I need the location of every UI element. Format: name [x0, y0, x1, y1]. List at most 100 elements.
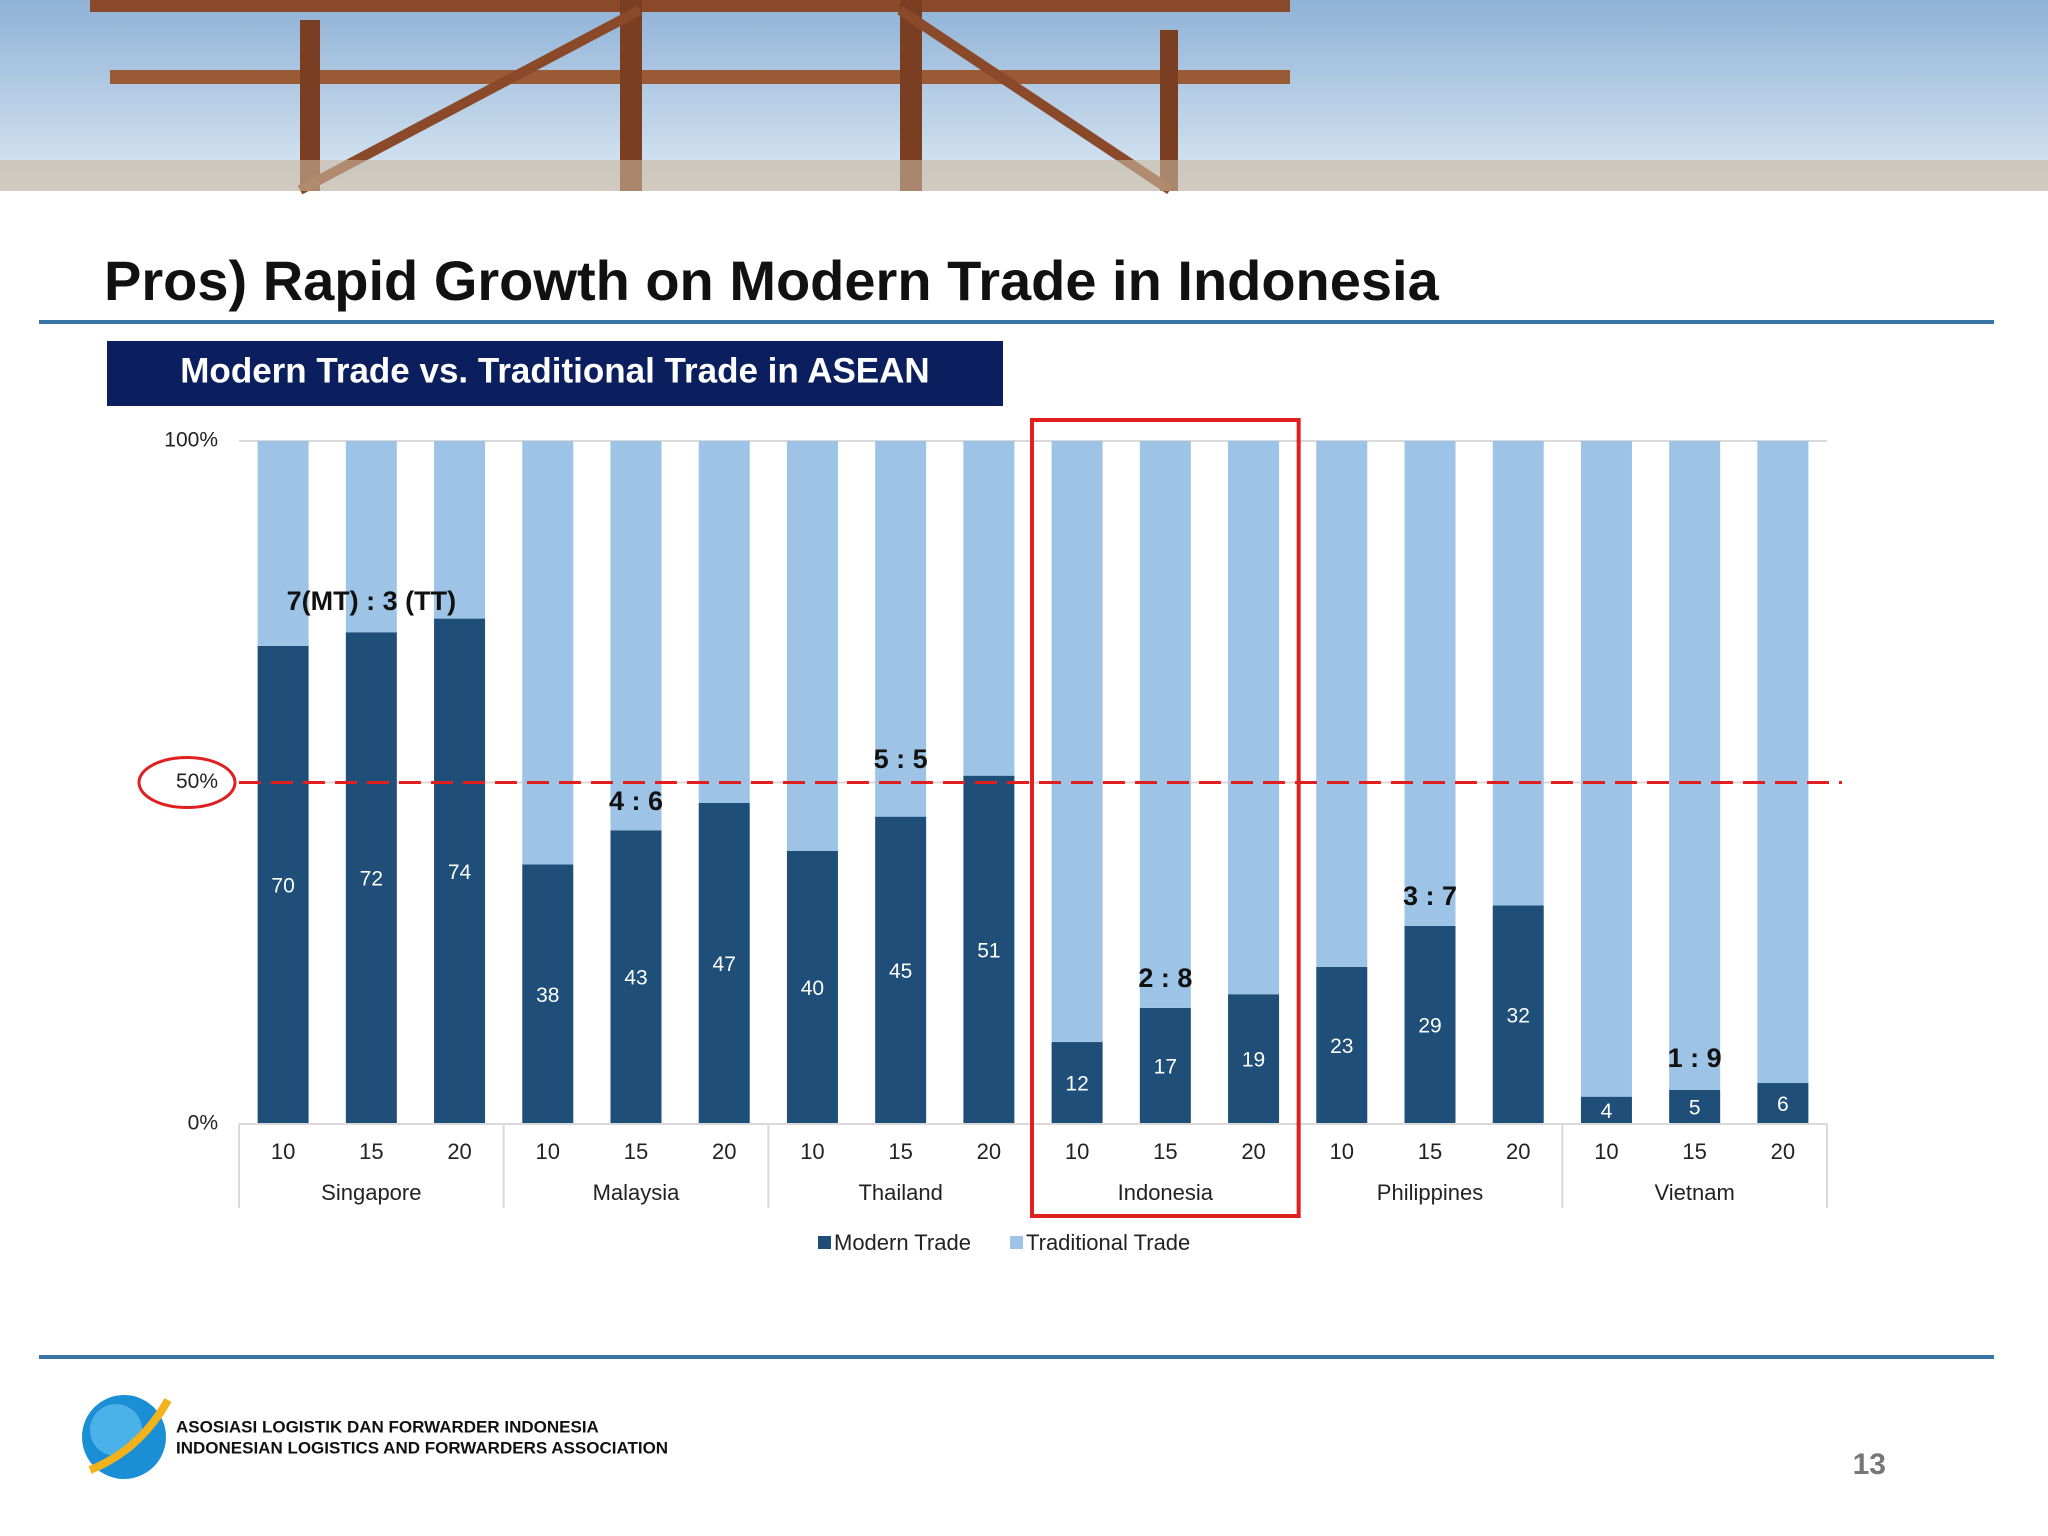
bar-segment	[1580, 441, 1632, 1097]
legend-label: Modern Trade	[834, 1230, 971, 1255]
bar-segment	[1228, 441, 1280, 995]
y-tick-label: 0%	[188, 1112, 218, 1135]
bar-segment	[1757, 441, 1809, 1084]
bar-segment	[434, 618, 486, 1124]
bar-segment	[610, 441, 662, 831]
value-label: 47	[713, 953, 736, 976]
x-tick-label: 15	[1418, 1139, 1442, 1164]
group-label: Thailand	[858, 1180, 942, 1205]
x-tick-label: 10	[536, 1139, 560, 1164]
bar-segment	[1051, 1042, 1103, 1124]
value-label: 6	[1777, 1093, 1789, 1116]
y-tick-label: 50%	[176, 770, 218, 793]
org-name-en: INDONESIAN LOGISTICS AND FORWARDERS ASSO…	[176, 1438, 668, 1457]
bar-segment	[875, 441, 927, 817]
ratio-annotation: 7(MT) : 3 (TT)	[287, 586, 456, 616]
bar-segment	[522, 441, 574, 865]
ratio-annotation: 1 : 9	[1668, 1043, 1722, 1073]
x-tick-label: 20	[712, 1139, 736, 1164]
highlight-ellipse	[137, 756, 237, 809]
group-label: Singapore	[321, 1180, 421, 1205]
ratio-annotation: 2 : 8	[1138, 963, 1192, 993]
group-label: Vietnam	[1655, 1180, 1735, 1205]
legend-swatch	[1010, 1236, 1023, 1249]
x-tick-label: 10	[1330, 1139, 1354, 1164]
bar-segment	[1492, 905, 1544, 1124]
value-label: 4	[1601, 1100, 1613, 1123]
value-label: 70	[271, 874, 294, 897]
ratio-annotation: 5 : 5	[874, 744, 928, 774]
chart-subtitle: Modern Trade vs. Traditional Trade in AS…	[180, 351, 929, 390]
value-label: 23	[1330, 1035, 1353, 1058]
x-tick-label: 15	[1153, 1139, 1177, 1164]
bar-segment	[875, 816, 927, 1124]
bar-segment	[1669, 1089, 1721, 1124]
bar-segment	[257, 645, 309, 1124]
page-number: 13	[1853, 1448, 1886, 1481]
bar-segment	[1139, 441, 1191, 1008]
group-label: Indonesia	[1118, 1180, 1214, 1205]
bar-segment	[786, 850, 838, 1124]
x-tick-label: 20	[1506, 1139, 1530, 1164]
bar-segment	[963, 775, 1015, 1124]
header-image	[0, 0, 2048, 195]
x-tick-label: 20	[977, 1139, 1001, 1164]
value-label: 12	[1065, 1073, 1088, 1096]
group-label: Philippines	[1377, 1180, 1483, 1205]
value-label: 5	[1689, 1096, 1701, 1119]
bar-segment	[1757, 1083, 1809, 1124]
bar-segment	[1316, 966, 1368, 1124]
value-label: 43	[624, 967, 647, 990]
bar-segment	[522, 864, 574, 1124]
value-label: 29	[1418, 1015, 1441, 1038]
logo	[82, 1395, 172, 1479]
org-name: ASOSIASI LOGISTIK DAN FORWARDER INDONESI…	[176, 1417, 599, 1436]
x-tick-label: 20	[1241, 1139, 1265, 1164]
x-tick-label: 15	[359, 1139, 383, 1164]
bar-segment	[1404, 925, 1456, 1124]
x-tick-label: 15	[888, 1139, 912, 1164]
bar-segment	[345, 441, 397, 633]
value-label: 74	[448, 861, 472, 884]
group-label: Malaysia	[593, 1180, 681, 1205]
x-tick-label: 15	[624, 1139, 648, 1164]
bar-segment	[610, 830, 662, 1124]
slide-title: Pros) Rapid Growth on Modern Trade in In…	[104, 249, 1440, 312]
x-tick-label: 10	[800, 1139, 824, 1164]
bar-segment	[345, 632, 397, 1124]
legend-label: Traditional Trade	[1026, 1230, 1190, 1255]
highlight-box	[1030, 418, 1301, 1218]
value-label: 32	[1507, 1004, 1530, 1027]
x-tick-label: 20	[447, 1139, 471, 1164]
chart-header-box	[107, 341, 1003, 406]
y-tick-label: 100%	[164, 429, 218, 452]
value-label: 51	[977, 939, 1000, 962]
bar-segment	[786, 441, 838, 851]
x-tick-label: 10	[1594, 1139, 1618, 1164]
bar-segment	[1139, 1007, 1191, 1124]
bar-segment	[1051, 441, 1103, 1043]
bar-segment	[963, 441, 1015, 776]
bar-segment	[1492, 441, 1544, 906]
value-label: 38	[536, 984, 559, 1007]
bar-segment	[257, 441, 309, 646]
ratio-annotation: 3 : 7	[1403, 881, 1457, 911]
value-label: 72	[360, 868, 383, 891]
bar-segment	[698, 441, 750, 803]
value-label: 17	[1154, 1055, 1177, 1078]
plot: 0%50%100%7010721574203810431547204010451…	[137, 418, 1842, 1255]
value-label: 40	[801, 977, 824, 1000]
bar-segment	[434, 441, 486, 619]
bar-segment	[1669, 441, 1721, 1090]
bar-segment	[698, 802, 750, 1124]
bar-segment	[1580, 1096, 1632, 1124]
x-tick-label: 10	[1065, 1139, 1089, 1164]
bar-segment	[1228, 994, 1280, 1124]
x-tick-label: 15	[1682, 1139, 1706, 1164]
x-tick-label: 10	[271, 1139, 295, 1164]
value-label: 19	[1242, 1049, 1265, 1072]
legend-swatch	[818, 1236, 831, 1249]
bar-segment	[1316, 441, 1368, 967]
bar-segment	[1404, 441, 1456, 926]
ratio-annotation: 4 : 6	[609, 786, 663, 816]
